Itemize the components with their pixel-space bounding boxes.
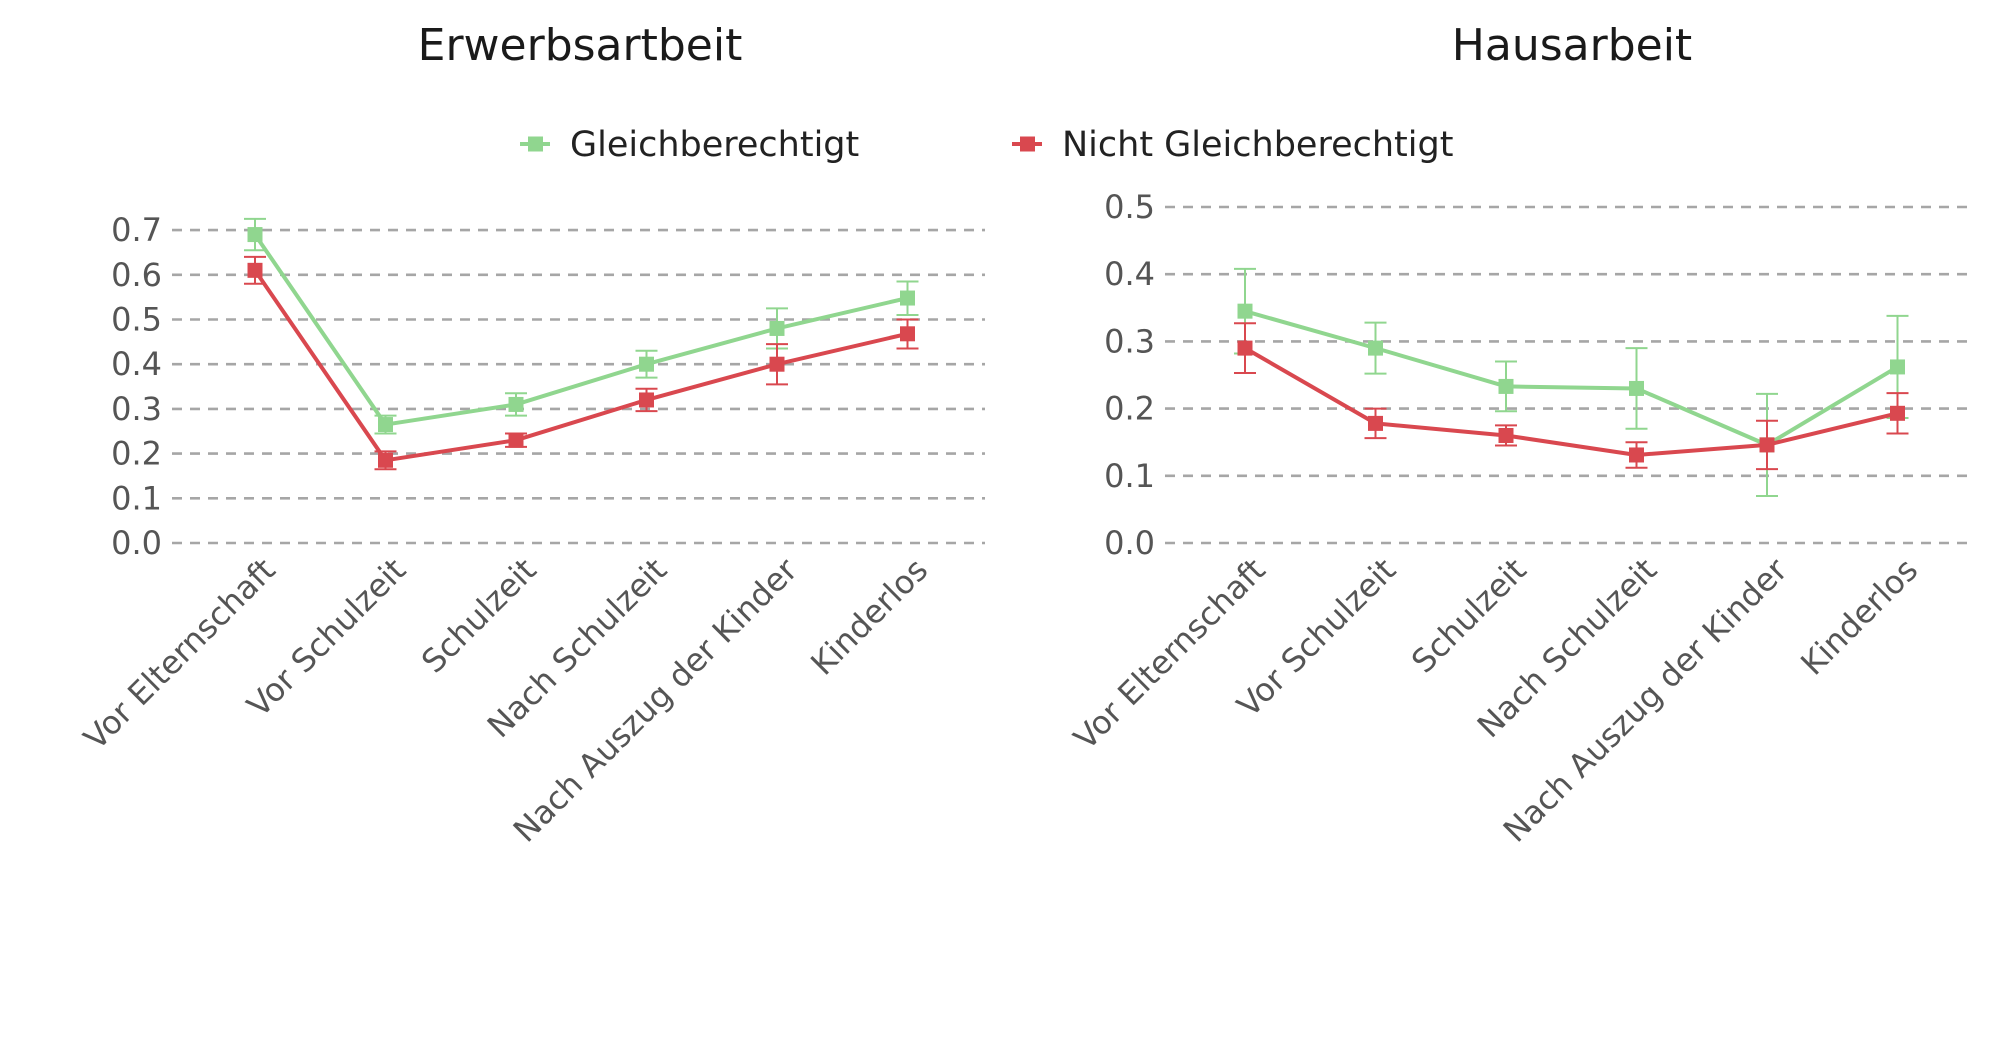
legend-label: Nicht Gleichberechtigt xyxy=(1062,125,1453,165)
data-point xyxy=(1890,359,1905,375)
data-point xyxy=(1368,415,1383,431)
y-tick-label: 0.6 xyxy=(111,256,162,294)
legend: Gleichberechtigt Nicht Gleichberechtigt xyxy=(520,125,1453,165)
data-point xyxy=(1759,437,1775,453)
y-tick-label: 0.0 xyxy=(111,524,162,562)
x-tick-label: Kinderlos xyxy=(1793,551,1925,683)
legend-swatch-marker xyxy=(1020,136,1035,152)
data-point xyxy=(1237,303,1253,319)
legend-swatch-marker xyxy=(528,136,543,152)
series-line xyxy=(1244,346,1898,457)
chart-title: Erwerbsartbeit xyxy=(418,20,743,71)
x-tick-label: Vor Elternschaft xyxy=(76,551,282,757)
y-tick-label: 0.7 xyxy=(111,211,162,249)
data-point xyxy=(900,326,915,342)
x-tick-label: Schulzeit xyxy=(1404,551,1534,681)
data-point xyxy=(378,452,393,468)
series-gleichberechtigt xyxy=(244,217,919,435)
data-point xyxy=(247,227,263,243)
y-tick-label: 0.5 xyxy=(1104,188,1155,226)
x-tick-label: Vor Elternschaft xyxy=(1066,551,1272,757)
data-point xyxy=(1368,340,1383,356)
y-tick-label: 0.4 xyxy=(1104,255,1155,293)
data-point xyxy=(508,396,524,412)
y-tick-label: 0.2 xyxy=(111,435,162,473)
data-point xyxy=(769,320,785,336)
data-point xyxy=(1629,447,1644,463)
y-tick-label: 0.3 xyxy=(111,390,162,428)
y-tick-label: 0.1 xyxy=(1104,457,1155,495)
data-point xyxy=(1890,405,1905,421)
series-gleichberechtigt xyxy=(1234,267,1909,497)
y-tick-label: 0.1 xyxy=(111,479,162,517)
x-tick-label: Kinderlos xyxy=(803,551,935,683)
data-point xyxy=(247,262,263,278)
y-tick-label: 0.5 xyxy=(111,301,162,339)
data-point xyxy=(900,290,915,306)
data-point xyxy=(639,392,654,408)
data-point xyxy=(639,356,654,372)
data-point xyxy=(769,356,785,372)
series-nicht-gleichberechtigt xyxy=(244,255,919,471)
data-point xyxy=(508,432,524,448)
series-line xyxy=(1244,309,1899,447)
y-tick-label: 0.0 xyxy=(1104,524,1155,562)
legend-item: Gleichberechtigt xyxy=(520,125,859,165)
data-point xyxy=(1498,378,1514,394)
legend-label: Gleichberechtigt xyxy=(570,125,859,165)
data-point xyxy=(1237,340,1253,356)
data-point xyxy=(1498,427,1514,443)
series-nicht-gleichberechtigt xyxy=(1234,322,1909,471)
y-tick-label: 0.2 xyxy=(1104,390,1155,428)
data-point xyxy=(1629,380,1644,396)
y-tick-label: 0.3 xyxy=(1104,322,1155,360)
chart-title: Hausarbeit xyxy=(1452,20,1692,71)
y-tick-label: 0.4 xyxy=(111,345,162,383)
legend-item: Nicht Gleichberechtigt xyxy=(1012,125,1453,165)
series-line xyxy=(253,233,908,427)
data-point xyxy=(378,417,393,433)
series-line xyxy=(253,269,908,463)
x-tick-label: Schulzeit xyxy=(414,551,544,681)
